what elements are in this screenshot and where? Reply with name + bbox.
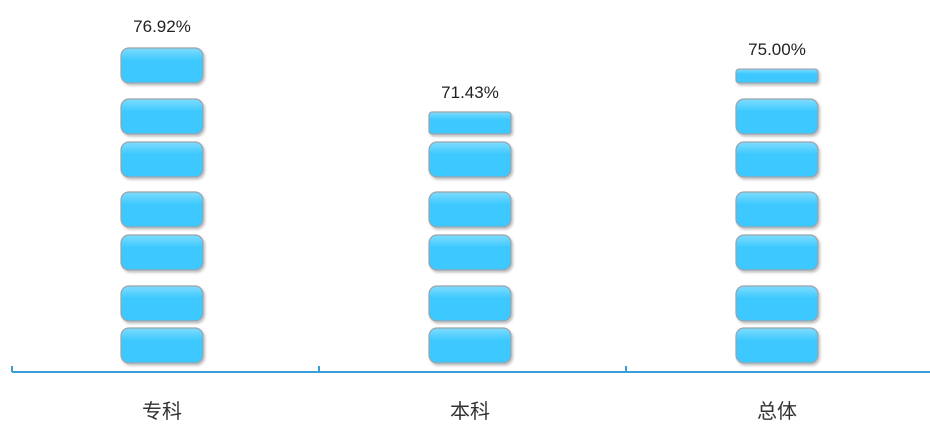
category-label-1: 专科 xyxy=(142,399,182,423)
bar-1-block-6 xyxy=(120,98,204,135)
bar-2-block-2 xyxy=(428,285,512,322)
bar-1 xyxy=(120,47,204,364)
bar-3-block-5 xyxy=(735,141,819,178)
bar-3-block-4 xyxy=(735,191,819,228)
bar-2-block-6 xyxy=(428,111,512,135)
bars-layer xyxy=(120,47,819,364)
value-label-1: 76.92% xyxy=(133,17,191,36)
category-label-3: 总体 xyxy=(757,399,797,423)
bar-2-block-4 xyxy=(428,191,512,228)
bar-1-block-7 xyxy=(120,47,204,84)
x-axis xyxy=(11,366,930,373)
value-label-2: 71.43% xyxy=(441,83,499,102)
category-label-2: 本科 xyxy=(450,399,490,423)
bar-2-block-1 xyxy=(428,327,512,364)
bar-1-block-1 xyxy=(120,327,204,364)
bar-3-block-1 xyxy=(735,327,819,364)
bar-3-block-3 xyxy=(735,234,819,271)
bar-1-block-2 xyxy=(120,285,204,322)
bar-1-block-3 xyxy=(120,234,204,271)
category-labels-layer: 专科 本科 总体 xyxy=(142,399,797,423)
bar-2-block-5 xyxy=(428,141,512,178)
value-label-3: 75.00% xyxy=(748,40,806,59)
bar-3 xyxy=(735,68,819,364)
bar-3-block-6 xyxy=(735,98,819,135)
bar-1-block-4 xyxy=(120,191,204,228)
bar-1-block-5 xyxy=(120,141,204,178)
bar-2-block-3 xyxy=(428,234,512,271)
bar-3-block-2 xyxy=(735,285,819,322)
bar-3-block-7 xyxy=(735,68,819,84)
value-labels-layer: 76.92% 71.43% 75.00% xyxy=(133,17,806,102)
bar-2 xyxy=(428,111,512,364)
